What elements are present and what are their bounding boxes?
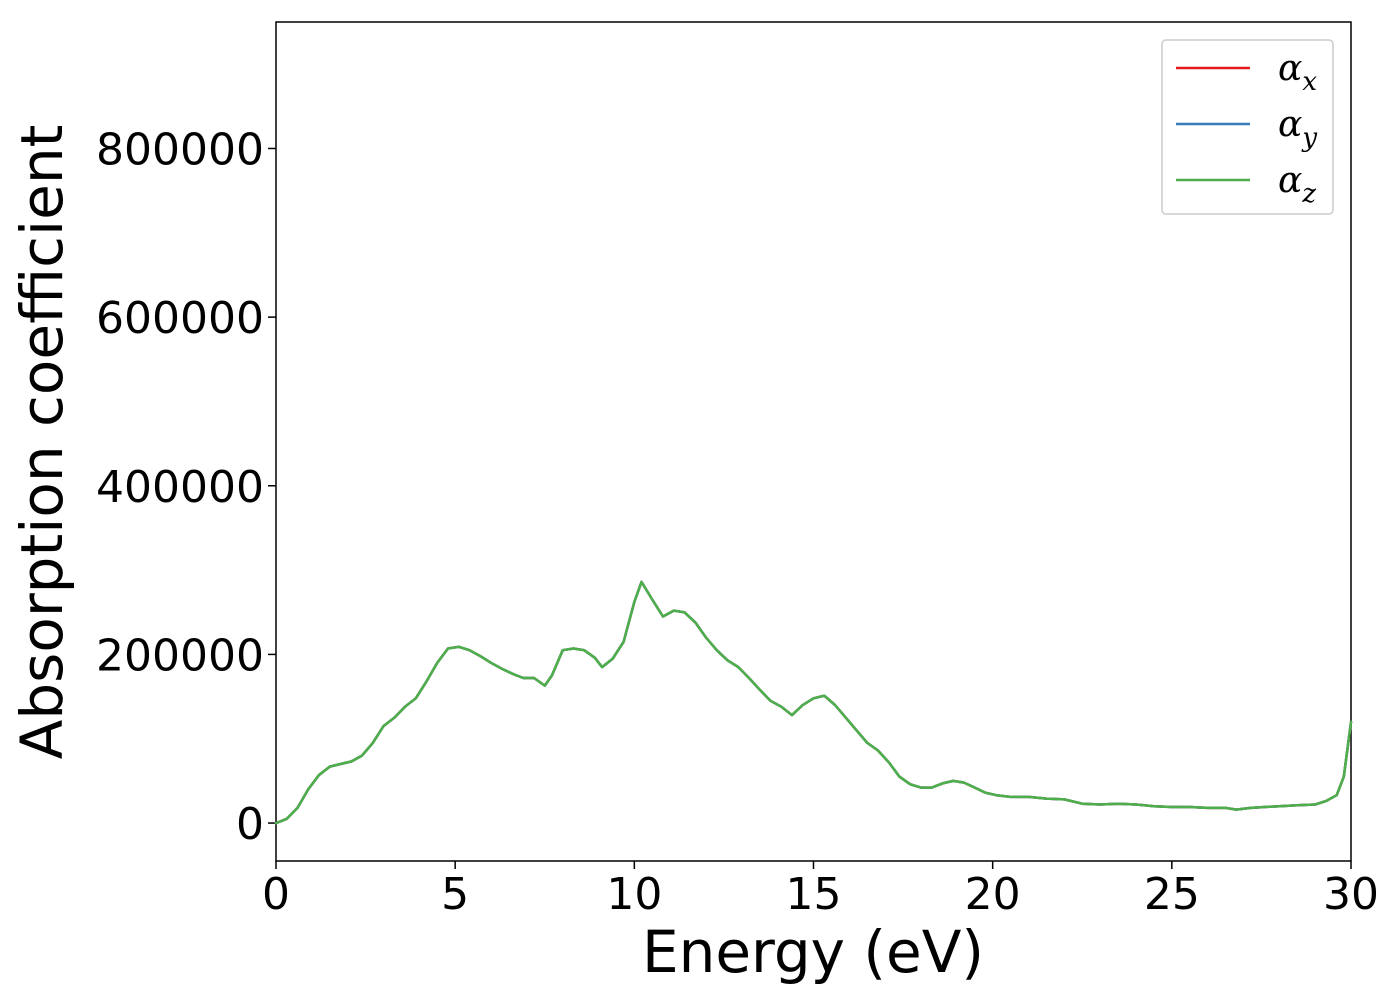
y-tick-label: 200000 bbox=[96, 630, 264, 681]
series-line-z bbox=[274, 580, 1353, 825]
legend-subscript: z bbox=[1301, 179, 1316, 209]
x-tick-label: 20 bbox=[965, 869, 1021, 920]
series-lines bbox=[274, 580, 1353, 825]
legend-box bbox=[1161, 39, 1334, 215]
x-axis-title: Energy (eV) bbox=[642, 918, 984, 986]
y-axis-ticks: 0 200000 400000 600000 800000 bbox=[96, 124, 276, 850]
legend-symbol: α bbox=[1278, 160, 1302, 201]
legend-subscript: x bbox=[1302, 67, 1317, 97]
x-axis-ticks: 0 5 10 15 20 25 30 bbox=[262, 861, 1379, 920]
legend-symbol: α bbox=[1278, 104, 1302, 145]
x-tick-label: 5 bbox=[441, 869, 469, 920]
x-tick-label: 10 bbox=[606, 869, 662, 920]
x-tick-label: 25 bbox=[1144, 869, 1200, 920]
x-tick-label: 15 bbox=[786, 869, 842, 920]
y-tick-label: 0 bbox=[236, 799, 264, 850]
legend-label-x: αx bbox=[1278, 48, 1317, 97]
legend-subscript: y bbox=[1301, 123, 1317, 153]
y-axis-title: Absorption coefficient bbox=[8, 125, 76, 760]
legend-symbol: α bbox=[1278, 48, 1302, 89]
legend-label-z: αz bbox=[1278, 160, 1316, 209]
legend-label-y: αy bbox=[1278, 104, 1317, 153]
y-tick-label: 400000 bbox=[96, 462, 264, 513]
y-tick-label: 600000 bbox=[96, 293, 264, 344]
x-tick-label: 0 bbox=[262, 869, 290, 920]
y-tick-label: 800000 bbox=[96, 124, 264, 175]
x-tick-label: 30 bbox=[1323, 869, 1379, 920]
